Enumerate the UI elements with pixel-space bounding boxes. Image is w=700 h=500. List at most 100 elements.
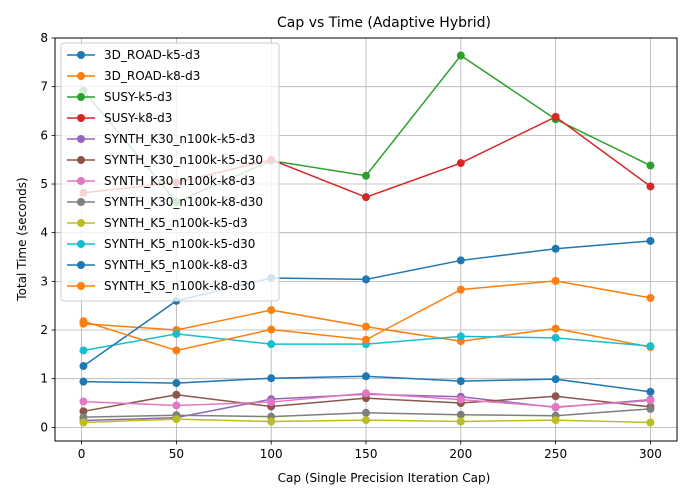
data-point bbox=[551, 112, 560, 121]
data-point bbox=[79, 407, 88, 416]
x-axis: 0 50 100 150 200 250 300 bbox=[78, 441, 662, 461]
data-point bbox=[267, 306, 276, 315]
y-axis-title: Total Time (seconds) bbox=[15, 177, 29, 301]
y-tick-label: 3 bbox=[40, 274, 48, 288]
legend-item: SYNTH_K30_n100k-k8-d3 bbox=[67, 174, 255, 188]
data-point bbox=[551, 276, 560, 285]
legend-swatch-marker bbox=[77, 282, 85, 290]
data-point bbox=[456, 51, 465, 60]
data-point bbox=[172, 401, 181, 410]
data-point bbox=[267, 325, 276, 334]
legend-swatch-marker bbox=[77, 93, 85, 101]
y-tick-label: 5 bbox=[40, 177, 48, 191]
legend-label: SYNTH_K30_n100k-k8-d30 bbox=[104, 195, 263, 209]
y-tick-label: 1 bbox=[40, 372, 48, 386]
data-point bbox=[172, 379, 181, 388]
legend-item: SYNTH_K30_n100k-k5-d30 bbox=[67, 153, 263, 167]
legend: 3D_ROAD-k5-d3 3D_ROAD-k8-d3 SUSY-k5-d3 SUSY… bbox=[60, 42, 280, 302]
legend-swatch-marker bbox=[77, 219, 85, 227]
data-point bbox=[551, 402, 560, 411]
data-point bbox=[79, 418, 88, 427]
data-point bbox=[551, 375, 560, 384]
data-point bbox=[456, 285, 465, 294]
legend-swatch-marker bbox=[77, 135, 85, 143]
legend-item: SUSY-k8-d3 bbox=[67, 111, 172, 125]
series-3D_ROAD-k5-d3 bbox=[79, 372, 655, 396]
data-point bbox=[646, 404, 655, 413]
data-point bbox=[456, 377, 465, 386]
data-point bbox=[456, 395, 465, 404]
data-point bbox=[267, 374, 276, 383]
data-point bbox=[646, 396, 655, 405]
data-point bbox=[456, 410, 465, 419]
legend-box bbox=[60, 42, 280, 302]
data-point bbox=[551, 392, 560, 401]
legend-label: SUSY-k8-d3 bbox=[104, 111, 172, 125]
legend-item: SYNTH_K5_n100k-k5-d3 bbox=[67, 216, 248, 230]
data-point bbox=[646, 342, 655, 351]
legend-label: SYNTH_K5_n100k-k5-d30 bbox=[104, 237, 255, 251]
legend-label: SYNTH_K5_n100k-k8-d3 bbox=[104, 258, 248, 272]
data-point bbox=[362, 389, 370, 398]
y-tick-label: 8 bbox=[40, 31, 48, 45]
data-point bbox=[79, 317, 88, 326]
series-SYNTH_K5_n100k-k5-d30 bbox=[79, 329, 655, 355]
data-point bbox=[267, 398, 276, 407]
data-point bbox=[456, 159, 465, 168]
x-tick-label: 200 bbox=[449, 447, 472, 461]
legend-label: SYNTH_K30_n100k-k5-d3 bbox=[104, 132, 255, 146]
x-tick-label: 150 bbox=[355, 447, 378, 461]
data-point bbox=[79, 377, 88, 386]
series-SYNTH_K5_n100k-k8-d30 bbox=[79, 276, 655, 355]
data-point bbox=[172, 415, 181, 424]
data-point bbox=[362, 171, 370, 180]
chart-title: Cap vs Time (Adaptive Hybrid) bbox=[277, 15, 491, 31]
legend-swatch-marker bbox=[77, 261, 85, 269]
legend-swatch-marker bbox=[77, 114, 85, 122]
legend-item: SYNTH_K5_n100k-k8-d30 bbox=[67, 279, 255, 293]
legend-label: SUSY-k5-d3 bbox=[104, 90, 172, 104]
data-point bbox=[456, 417, 465, 426]
legend-swatch-marker bbox=[77, 240, 85, 248]
y-tick-label: 0 bbox=[40, 420, 48, 434]
legend-label: SYNTH_K30_n100k-k5-d30 bbox=[104, 153, 263, 167]
data-point bbox=[362, 416, 370, 425]
data-point bbox=[646, 182, 655, 191]
x-tick-label: 100 bbox=[260, 447, 283, 461]
data-point bbox=[79, 346, 88, 355]
data-point bbox=[267, 340, 276, 349]
legend-label: SYNTH_K5_n100k-k5-d3 bbox=[104, 216, 248, 230]
data-point bbox=[362, 335, 370, 344]
x-tick-label: 300 bbox=[639, 447, 662, 461]
data-point bbox=[646, 387, 655, 396]
legend-swatch-marker bbox=[77, 72, 85, 80]
data-point bbox=[362, 372, 370, 381]
data-point bbox=[79, 397, 88, 406]
legend-item: SYNTH_K30_n100k-k8-d30 bbox=[67, 195, 263, 209]
data-point bbox=[267, 417, 276, 426]
series-SYNTH_K30_n100k-k8-d3 bbox=[79, 389, 655, 411]
legend-item: SUSY-k5-d3 bbox=[67, 90, 172, 104]
legend-item: SYNTH_K30_n100k-k5-d3 bbox=[67, 132, 255, 146]
data-point bbox=[551, 324, 560, 333]
legend-item: 3D_ROAD-k5-d3 bbox=[67, 48, 200, 62]
y-tick-label: 6 bbox=[40, 128, 48, 142]
y-tick-label: 2 bbox=[40, 323, 48, 337]
x-tick-label: 50 bbox=[169, 447, 184, 461]
series-SYNTH_K5_n100k-k5-d3 bbox=[79, 415, 655, 427]
x-tick-label: 250 bbox=[544, 447, 567, 461]
legend-swatch-marker bbox=[77, 177, 85, 185]
x-tick-label: 0 bbox=[78, 447, 86, 461]
data-point bbox=[362, 322, 370, 331]
legend-item: SYNTH_K5_n100k-k8-d3 bbox=[67, 258, 248, 272]
data-point bbox=[362, 193, 370, 202]
data-point bbox=[646, 293, 655, 302]
data-point bbox=[551, 333, 560, 342]
data-point bbox=[646, 418, 655, 427]
legend-item: SYNTH_K5_n100k-k5-d30 bbox=[67, 237, 255, 251]
data-point bbox=[456, 332, 465, 341]
data-point bbox=[551, 416, 560, 425]
legend-swatch-marker bbox=[77, 198, 85, 206]
data-point bbox=[646, 161, 655, 170]
